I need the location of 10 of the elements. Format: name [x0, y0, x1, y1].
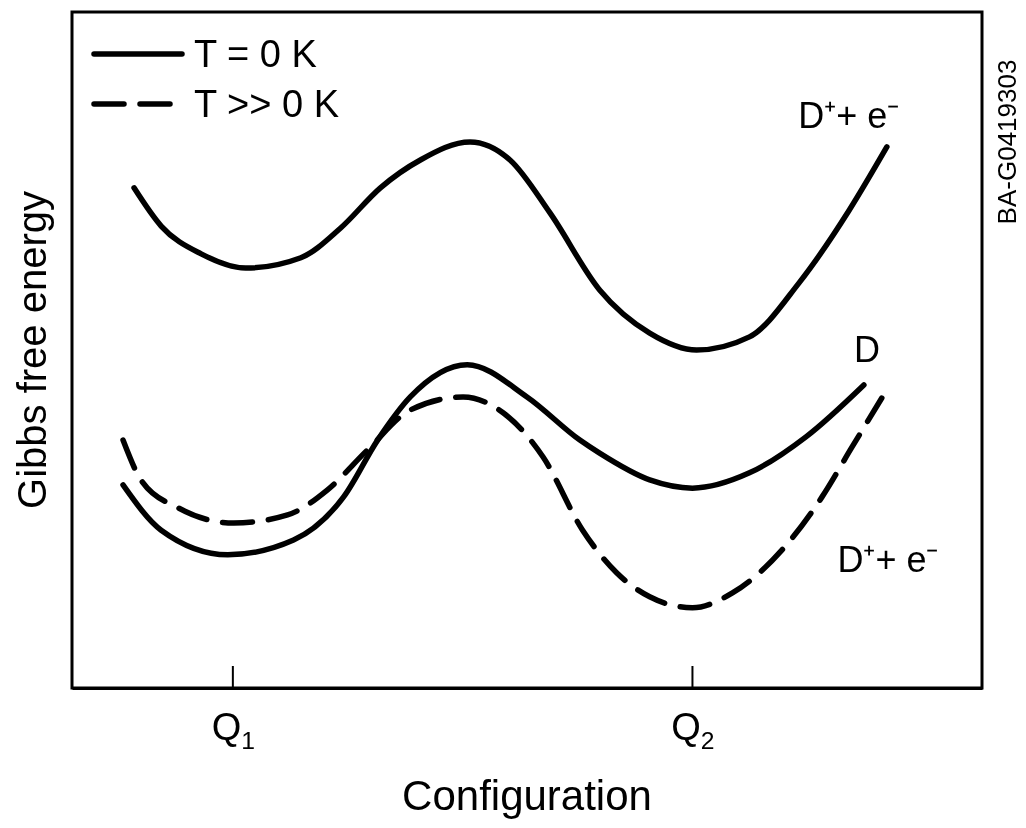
- y-axis-title: Gibbs free energy: [10, 191, 54, 509]
- x-tick-label: Q$_{2}$: [671, 706, 715, 754]
- annotation: D⁺+ e⁻: [837, 539, 939, 581]
- annotation: D⁺+ e⁻: [798, 94, 900, 136]
- x-axis-title: Configuration: [402, 772, 652, 819]
- x-tick-label: Q$_{1}$: [211, 706, 256, 754]
- legend-label: T >> 0 K: [194, 83, 340, 125]
- text: BA-G0419303: [992, 59, 1022, 225]
- annotation: D: [853, 328, 880, 370]
- legend-label: T = 0 K: [194, 33, 317, 75]
